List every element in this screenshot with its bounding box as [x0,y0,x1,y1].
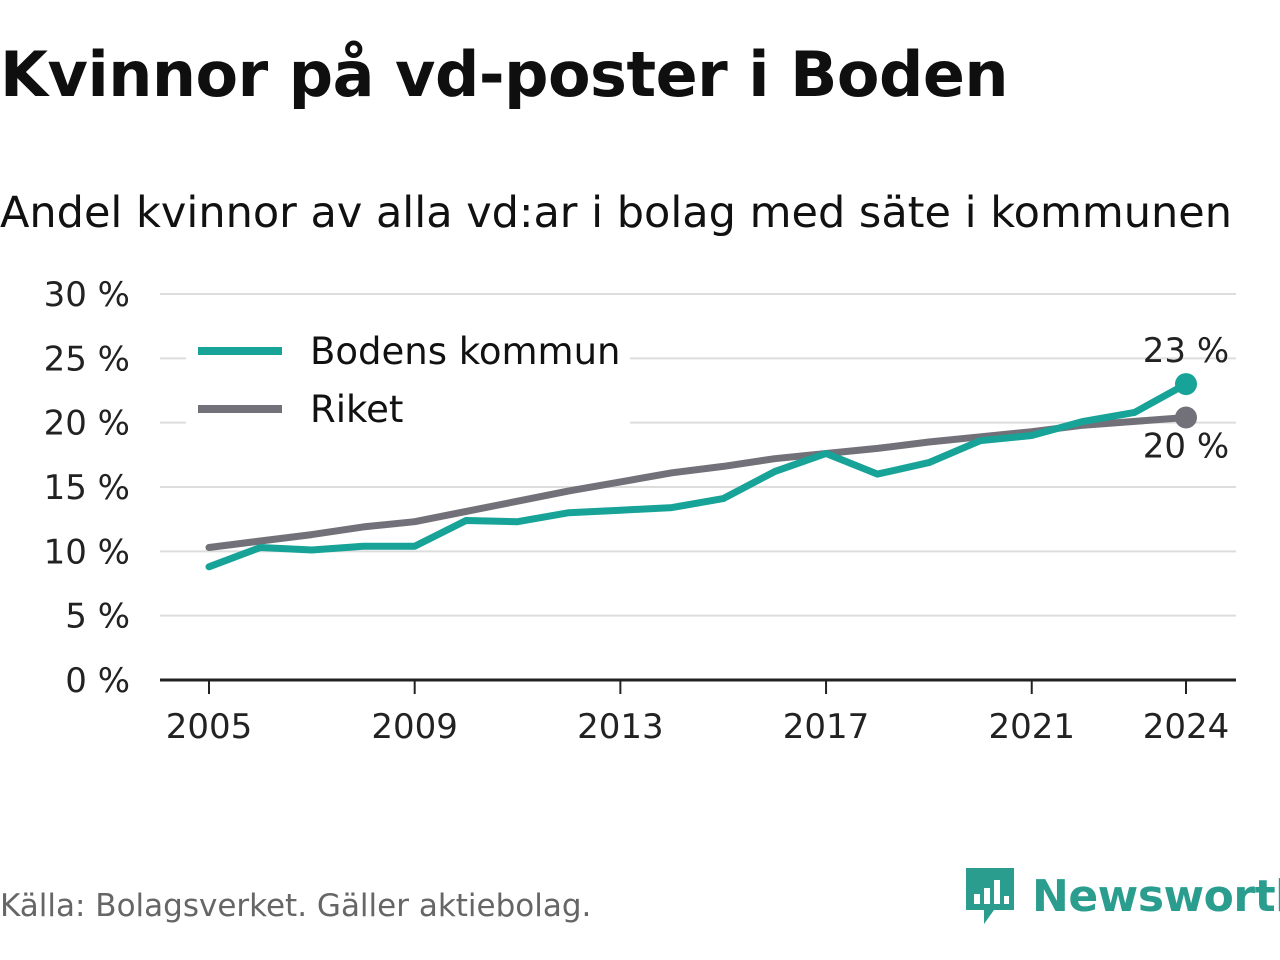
chart-title: Kvinnor på vd-poster i Boden [0,38,1009,111]
x-tick-label: 2005 [166,707,253,747]
x-tick-label: 2013 [577,707,664,747]
y-tick-label: 20 % [44,404,130,444]
y-axis-ticks: 0 % 5 % 10 % 15 % 20 % 25 % 30 % [44,275,130,701]
end-marker [1175,373,1197,396]
x-tick-label: 2017 [783,707,870,747]
x-tick-label: 2021 [988,707,1075,747]
source-note: Källa: Bolagsverket. Gäller aktiebolag. [0,888,592,924]
newsworthy-logo-icon [966,868,1014,924]
series-lines [205,380,1190,571]
legend-label: Riket [310,388,403,431]
y-tick-label: 5 % [65,597,130,637]
series-line [205,414,1190,551]
y-tick-label: 15 % [44,468,130,508]
y-tick-label: 10 % [44,532,130,572]
x-axis-ticks: 2005 2009 2013 2017 2021 2024 [166,680,1230,747]
chart-subtitle: Andel kvinnor av alla vd:ar i bolag med … [0,188,1232,238]
end-value-label: 20 % [1143,427,1229,467]
y-tick-label: 25 % [44,339,130,379]
y-tick-label: 0 % [65,661,130,701]
legend-label: Bodens kommun [310,330,621,373]
end-marker [1175,406,1197,429]
x-tick-label: 2009 [371,707,458,747]
series-line [205,380,1190,571]
brand-name: Newsworthy [1032,870,1280,922]
x-tick-label: 2024 [1143,707,1230,747]
end-markers [1175,373,1197,429]
legend: Bodens kommun Riket [186,326,630,436]
legend-background [186,326,630,436]
end-labels: 23 % 20 % [1143,331,1229,466]
y-tick-label: 30 % [44,275,130,315]
brand-logo: Newsworthy [964,864,1280,928]
end-value-label: 23 % [1143,331,1229,371]
